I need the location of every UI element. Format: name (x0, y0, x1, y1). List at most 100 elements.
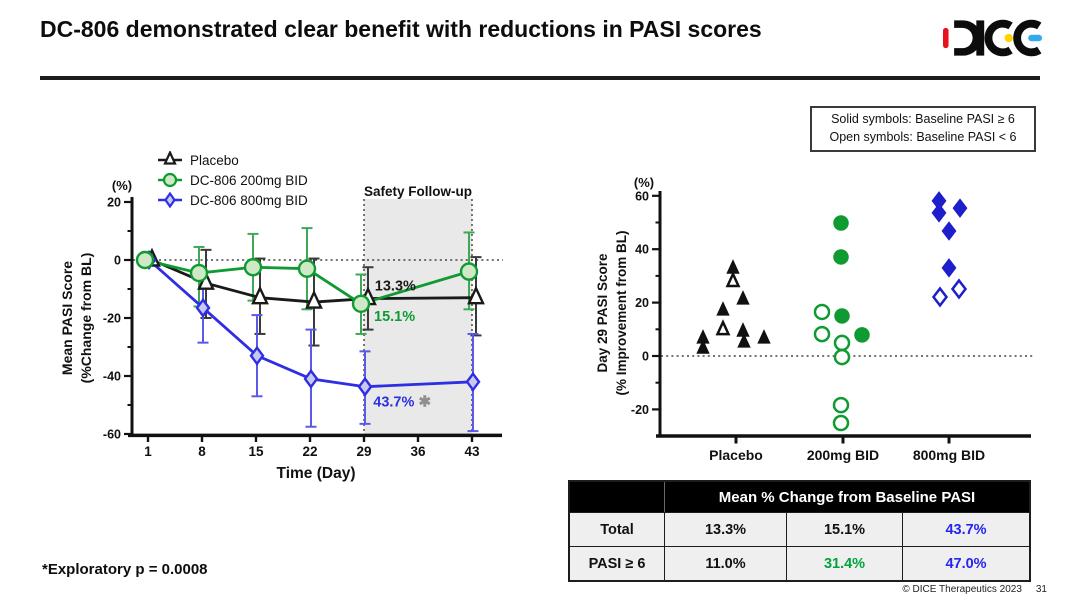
slide-footer: © DICE Therapeutics 2023 31 (902, 584, 1047, 595)
placebo-marker (251, 285, 269, 305)
200mg-bid-point-solid (833, 249, 849, 265)
dc-806-800mg-bid-marker (249, 345, 265, 366)
table-row: PASI ≥ 6 11.0% 31.4% 47.0% (568, 546, 1031, 582)
y-tick-label: -20 (103, 312, 121, 326)
200mg-bid-point-open (813, 325, 831, 343)
line-chart-legend: Placebo DC-806 200mg BID DC-806 800mg BID (157, 151, 308, 209)
pasi-line-chart: Safety Follow-up 20 0 -20 -40 -60 1 8 15 22 29 36 43… (59, 178, 503, 482)
table-corner-cell (568, 480, 665, 513)
placebo-point-open (725, 271, 741, 288)
dc-806-200mg-bid-marker (351, 294, 371, 313)
placebo-point-solid (737, 333, 751, 348)
placebo-point-open (715, 319, 731, 336)
y-tick-label: -40 (103, 370, 121, 384)
legend-label: Placebo (190, 152, 239, 168)
x-tick-label: 15 (248, 444, 264, 459)
annotation: 43.7% ✱ (373, 393, 431, 410)
symbol-key-solid: Solid symbols: Baseline PASI ≥ 6 (831, 112, 1015, 126)
dc-806-800mg-bid-marker (195, 297, 211, 318)
legend-marker (162, 172, 178, 188)
annotation: 15.1% (374, 309, 415, 325)
x-tick-label: 8 (198, 444, 206, 459)
legend-label: DC-806 200mg BID (190, 172, 308, 188)
logo-yellow-dot (1004, 33, 1013, 43)
logo-letter-c (984, 19, 1013, 57)
y-tick-label: -20 (631, 403, 649, 417)
dice-logo (943, 19, 1043, 57)
table-cell: 43.7% (902, 512, 1031, 547)
800mg-bid-point-solid (941, 221, 957, 241)
placebo-point-solid (757, 329, 771, 344)
region-label: Safety Follow-up (364, 184, 472, 199)
200mg-bid-point-open (832, 414, 850, 432)
y-tick-label: 0 (114, 254, 121, 268)
y-axis-title: (%Change from BL) (78, 253, 94, 384)
symbol-key-open: Open symbols: Baseline PASI < 6 (829, 129, 1017, 144)
logo-red-bar (943, 27, 949, 49)
800mg-bid-point-solid (941, 258, 957, 278)
y-unit-label: (%) (112, 178, 132, 193)
table-cell: Total (568, 512, 665, 547)
200mg-bid-point-open (833, 348, 851, 366)
annotation: 13.3% (375, 278, 416, 294)
y-tick-label: 40 (635, 243, 649, 257)
800mg-bid-point-solid (931, 203, 947, 223)
x-category-label: 800mg BID (913, 447, 985, 463)
x-tick-label: 43 (464, 444, 480, 459)
table-cell: 31.4% (786, 546, 903, 582)
table-cell: PASI ≥ 6 (568, 546, 665, 582)
x-tick-label: 29 (356, 444, 371, 459)
200mg-bid-point-solid (833, 215, 849, 231)
placebo-point-solid (736, 290, 750, 305)
y-tick-label: 0 (642, 350, 649, 364)
800mg-bid-point-open (950, 278, 968, 300)
placebo-point-solid (696, 339, 710, 354)
legend-marker (163, 151, 177, 165)
x-axis-title: Time (Day) (277, 465, 356, 482)
legend-item-dc-806-800mg-bid: DC-806 800mg BID (157, 191, 308, 209)
dc-806-200mg-bid-line (144, 258, 470, 306)
summary-table: Mean % Change from Baseline PASI Total 13… (568, 480, 1031, 582)
placebo-legend-marker-icon (158, 151, 182, 165)
logo-letter-d (954, 20, 981, 56)
dc-806-200mg-bid-marker (243, 258, 263, 277)
logo-letter-e (1013, 19, 1042, 57)
y-axis-title: Day 29 PASI Score (595, 253, 610, 373)
legend-item-dc-806-200mg-bid: DC-806 200mg BID (157, 171, 308, 189)
summary-table-body: Total 13.3% 15.1% 43.7% PASI ≥ 6 11.0% 31.4% 47… (568, 512, 1031, 582)
200mg-bid-point-solid (854, 327, 870, 343)
title-divider (40, 76, 1040, 80)
800mg-bid-point-open (931, 286, 949, 308)
legend-marker (164, 191, 176, 209)
y-unit-label: (%) (634, 175, 654, 190)
placebo-point-solid (716, 301, 730, 316)
y-tick-label: 20 (107, 196, 121, 210)
dc-806-200mg-bid-marker (189, 263, 209, 283)
legend-item-placebo: Placebo (157, 151, 308, 169)
page-title: DC-806 demonstrated clear benefit with r… (40, 16, 762, 42)
dc-806-800mg-bid-marker (357, 376, 373, 397)
logo-blue-bar (1028, 34, 1043, 42)
dc-806-200mg-bid-marker (459, 262, 479, 281)
table-row: Total 13.3% 15.1% 43.7% (568, 512, 1031, 547)
200mg-bid-point-open (813, 303, 831, 321)
y-axis-title: Mean PASI Score (59, 261, 75, 375)
200mg-bid-point-open (832, 396, 850, 414)
table-cell: 13.3% (664, 512, 787, 547)
200mg-bid-point-solid (834, 308, 850, 324)
legend-label: DC-806 800mg BID (190, 192, 308, 208)
800mg-bid-point-solid (952, 198, 968, 218)
dc-806-200mg-bid-marker (135, 250, 155, 270)
dc-806-200mg-bid-legend-marker-icon (158, 172, 182, 188)
x-tick-label: 36 (410, 444, 426, 459)
y-axis-title: (% Improvement from BL) (614, 230, 629, 395)
page-number: 31 (1035, 584, 1047, 595)
y-tick-label: 60 (635, 189, 649, 203)
day29-scatter-chart: 60 40 20 0 -20 Placebo 200mg BID 800mg BID (%) Da… (595, 175, 1033, 463)
logo-letter-i (976, 20, 985, 56)
y-tick-label: 20 (635, 296, 649, 310)
x-tick-label: 1 (144, 444, 152, 459)
placebo-marker (467, 285, 485, 305)
copyright-text: © DICE Therapeutics 2023 (902, 584, 1022, 595)
